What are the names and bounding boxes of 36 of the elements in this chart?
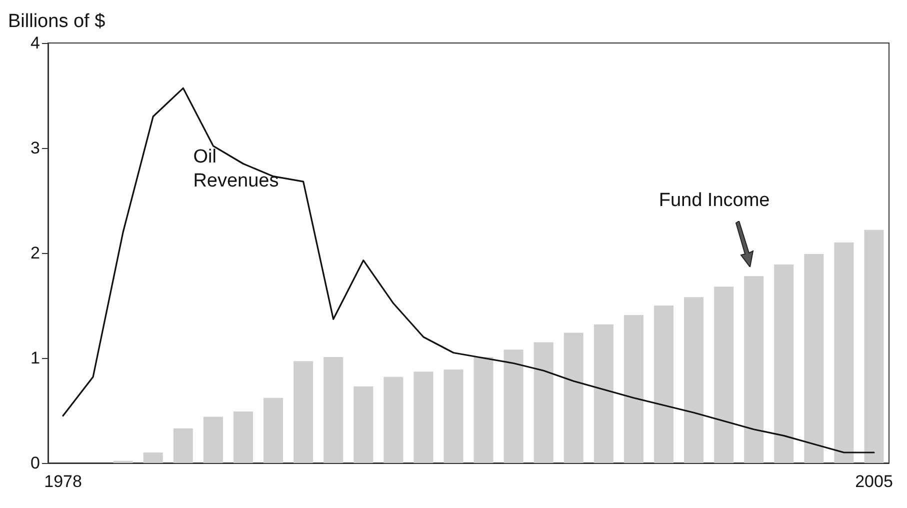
bar [654,306,674,463]
bar [264,398,284,463]
bar [594,324,614,463]
y-tick-label: 2 [30,244,40,262]
bar [203,416,223,463]
bar [774,264,794,463]
bar [504,350,524,463]
text: Fund Income [658,190,770,212]
y-tick-label: 1 [30,348,40,368]
y-tick-label: 0 [30,454,40,472]
y-axis-title: Billions of $ [8,11,106,32]
bar [804,254,824,463]
bar [143,452,163,463]
bar [233,412,253,463]
bar [384,376,404,463]
bar [354,386,374,463]
bar [864,230,884,463]
bar [834,242,854,463]
bar [474,356,494,463]
y-tick-label: 4 [30,34,40,52]
bar [714,286,734,463]
bar [744,276,764,463]
bar [324,356,344,463]
x-tick-label: 1978 [44,472,82,491]
bar [564,332,584,463]
y-tick-label: 3 [30,138,40,158]
bar [444,370,464,463]
bar [414,372,434,463]
bar [294,361,314,463]
bar [684,297,704,463]
bar [624,314,644,463]
series-label: Oil Revenues [193,146,279,192]
x-tick-label: 2005 [855,472,893,491]
bar [173,428,193,463]
line-series [62,87,875,454]
bar [534,342,554,463]
